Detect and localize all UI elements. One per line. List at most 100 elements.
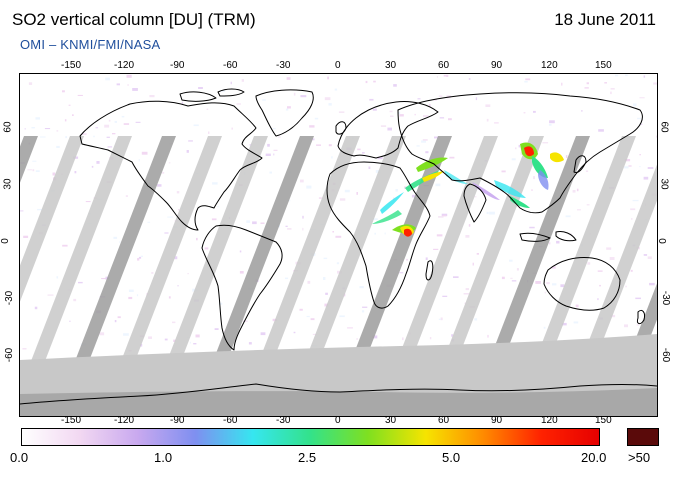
noise-speckle: [114, 120, 117, 123]
noise-speckle: [485, 104, 491, 107]
noise-speckle: [105, 77, 110, 81]
noise-speckle: [219, 302, 223, 305]
noise-speckle: [189, 341, 191, 344]
map-date: 18 June 2011: [554, 10, 656, 29]
noise-speckle: [390, 115, 394, 117]
noise-speckle: [318, 197, 322, 199]
noise-speckle: [630, 269, 633, 272]
noise-speckle: [425, 257, 428, 260]
noise-speckle: [285, 108, 289, 111]
noise-speckle: [236, 103, 241, 105]
noise-speckle: [494, 122, 499, 124]
noise-speckle: [368, 166, 371, 169]
coastline-japan: [573, 155, 587, 173]
noise-speckle: [587, 262, 591, 265]
noise-speckle: [643, 75, 646, 78]
noise-speckle: [395, 189, 398, 192]
noise-speckle: [643, 254, 648, 256]
orbit-swath-gap: [576, 164, 657, 374]
top-longitude-label: 120: [541, 60, 558, 71]
noise-speckle: [486, 211, 489, 215]
noise-speckle: [128, 289, 134, 292]
noise-speckle: [531, 189, 533, 191]
so2-plume-east-asia: [494, 142, 564, 208]
noise-speckle: [633, 103, 637, 107]
noise-speckle: [572, 190, 576, 193]
noise-speckle: [324, 303, 329, 307]
noise-speckle: [24, 128, 26, 130]
noise-speckle: [285, 225, 288, 227]
noise-speckle: [162, 172, 165, 174]
noise-speckle: [631, 218, 633, 220]
noise-speckle: [287, 228, 292, 230]
orbit-swath-gap: [254, 136, 360, 374]
noise-speckle: [62, 90, 65, 93]
noise-speckle: [533, 176, 535, 180]
map-title: SO2 vertical column [DU] (TRM): [12, 10, 256, 29]
noise-speckle: [576, 188, 579, 192]
noise-speckle: [195, 334, 200, 338]
top-longitude-label: 90: [491, 60, 503, 71]
noise-speckle: [511, 280, 517, 282]
noise-speckle: [101, 278, 107, 280]
noise-speckle: [181, 101, 184, 105]
bottom-longitude-label: -150: [61, 415, 82, 426]
noise-speckle: [632, 199, 639, 202]
noise-speckle: [119, 241, 121, 243]
noise-speckle: [68, 104, 71, 106]
coastline-india: [463, 183, 487, 223]
noise-speckle: [78, 281, 83, 284]
noise-speckle: [560, 284, 565, 288]
noise-speckle: [356, 192, 358, 195]
noise-speckle: [624, 166, 629, 169]
noise-speckle: [365, 80, 368, 84]
noise-speckle: [267, 143, 270, 147]
noise-speckle: [433, 248, 439, 250]
noise-speckle: [347, 327, 353, 329]
noise-speckle: [177, 285, 179, 287]
noise-speckle: [436, 76, 438, 78]
noise-speckle: [610, 91, 612, 95]
coastline-africa: [326, 161, 431, 309]
noise-speckle: [362, 152, 365, 154]
noise-speckle: [439, 117, 445, 119]
noise-speckle: [69, 320, 71, 322]
noise-speckle: [429, 337, 432, 340]
noise-speckle: [374, 232, 376, 235]
noise-speckle: [336, 262, 340, 265]
noise-speckle: [116, 83, 120, 86]
noise-speckle: [635, 297, 641, 300]
coastline-south-america: [201, 224, 283, 351]
noise-speckle: [47, 294, 54, 296]
noise-speckle: [438, 318, 441, 320]
noise-speckle: [300, 95, 307, 98]
noise-speckle: [212, 182, 218, 185]
saturation-color-box: [627, 428, 659, 446]
noise-speckle: [140, 255, 143, 257]
noise-speckle: [416, 145, 420, 147]
coastlines: [20, 88, 657, 405]
polar-dark-region: [20, 388, 657, 416]
orbit-swath-gap: [300, 136, 406, 374]
noise-speckle: [372, 335, 378, 339]
noise-speckle: [248, 342, 252, 345]
orbit-swath-gap: [438, 136, 544, 374]
noise-speckle: [231, 127, 233, 130]
top-longitude-label: 60: [438, 60, 450, 71]
noise-speckle: [476, 253, 479, 255]
noise-speckle: [543, 326, 546, 329]
noise-speckle: [186, 150, 189, 153]
noise-speckle: [610, 88, 615, 90]
noise-speckle: [121, 115, 125, 118]
noise-speckle: [34, 306, 38, 310]
coastline-europe: [337, 101, 439, 159]
coastline-uk: [335, 121, 347, 135]
noise-speckle: [168, 162, 171, 164]
noise-speckle: [356, 338, 358, 340]
colorbar-label-1: 1.0: [154, 450, 173, 465]
noise-speckle: [334, 88, 338, 91]
noise-speckle: [615, 74, 619, 77]
noise-speckle: [112, 133, 116, 135]
noise-speckle: [624, 324, 628, 328]
noise-speckle: [137, 258, 140, 261]
